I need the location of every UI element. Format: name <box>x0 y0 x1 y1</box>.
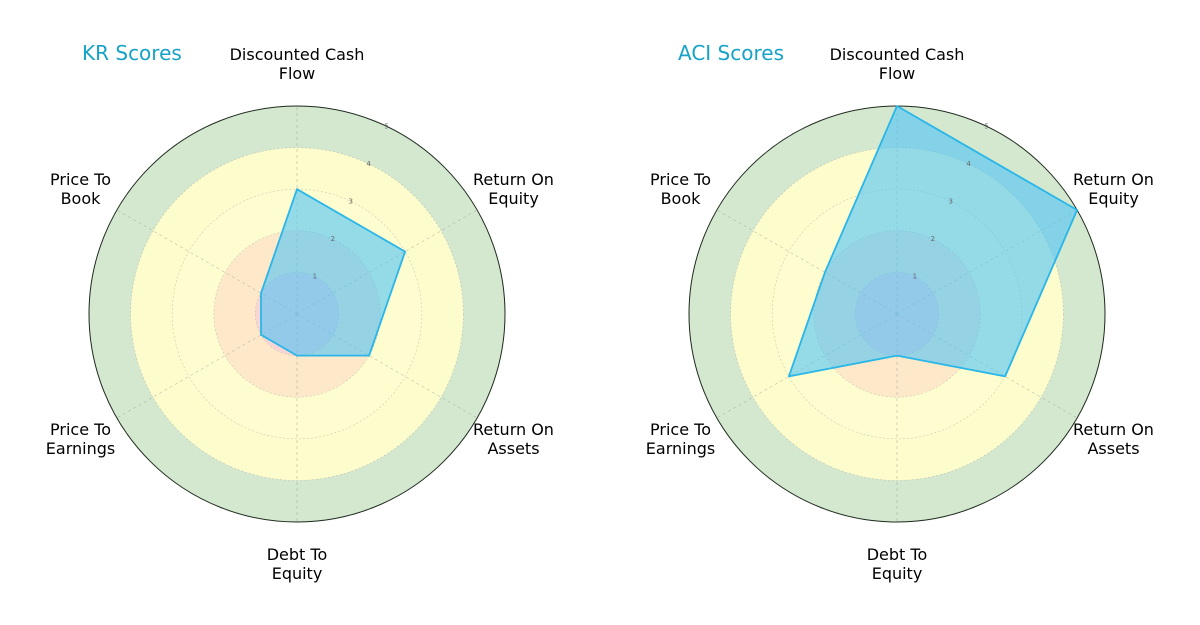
radial-tick-label: 2 <box>931 235 935 243</box>
axis-label: Price To Book <box>50 170 111 208</box>
axis-label: Debt To Equity <box>867 545 928 583</box>
spoke-5 <box>716 209 898 315</box>
aci-score-polygon <box>788 105 1078 378</box>
spoke-4 <box>116 313 298 419</box>
axis-label: Price To Book <box>650 170 711 208</box>
axis-label: Debt To Equity <box>267 545 328 583</box>
radial-tick-label: 2 <box>331 235 335 243</box>
radial-tick-label: 3 <box>348 197 352 205</box>
aci-radar-panel: 1 2 3 4 5 Discounted Cash Flow Return On Equity R… <box>646 41 1154 583</box>
radial-tick-label: 5 <box>984 122 988 130</box>
axis-label: Return On Assets <box>1073 420 1154 458</box>
spoke-2 <box>296 313 478 419</box>
radial-tick-label: 4 <box>966 160 971 168</box>
axis-label: Return On Assets <box>473 420 554 458</box>
axis-label: Discounted Cash Flow <box>830 45 965 83</box>
axis-label: Discounted Cash Flow <box>230 45 365 83</box>
radial-tick-label: 1 <box>913 273 917 281</box>
kr-chart-title: KR Scores <box>82 41 182 65</box>
grid-ring-4 <box>130 147 464 481</box>
grid-ring-3 <box>171 188 423 440</box>
radial-tick-label: 3 <box>948 197 952 205</box>
radial-tick-label: 5 <box>384 122 388 130</box>
radial-tick-label: 1 <box>313 273 317 281</box>
aci-chart-title: ACI Scores <box>678 41 784 65</box>
kr-radar-panel: 1 2 3 4 5 Discounted Cash Flow Return On Equity R… <box>46 41 554 583</box>
axis-label: Return On Equity <box>473 170 554 208</box>
kr-score-polygon <box>260 188 407 357</box>
outer-ring <box>88 105 506 523</box>
axis-label: Price To Earnings <box>646 420 715 458</box>
spoke-5 <box>116 209 298 315</box>
grid-ring-4 <box>730 147 1064 481</box>
axis-label: Price To Earnings <box>46 420 115 458</box>
radial-tick-label: 4 <box>366 160 371 168</box>
axis-label: Return On Equity <box>1073 170 1154 208</box>
